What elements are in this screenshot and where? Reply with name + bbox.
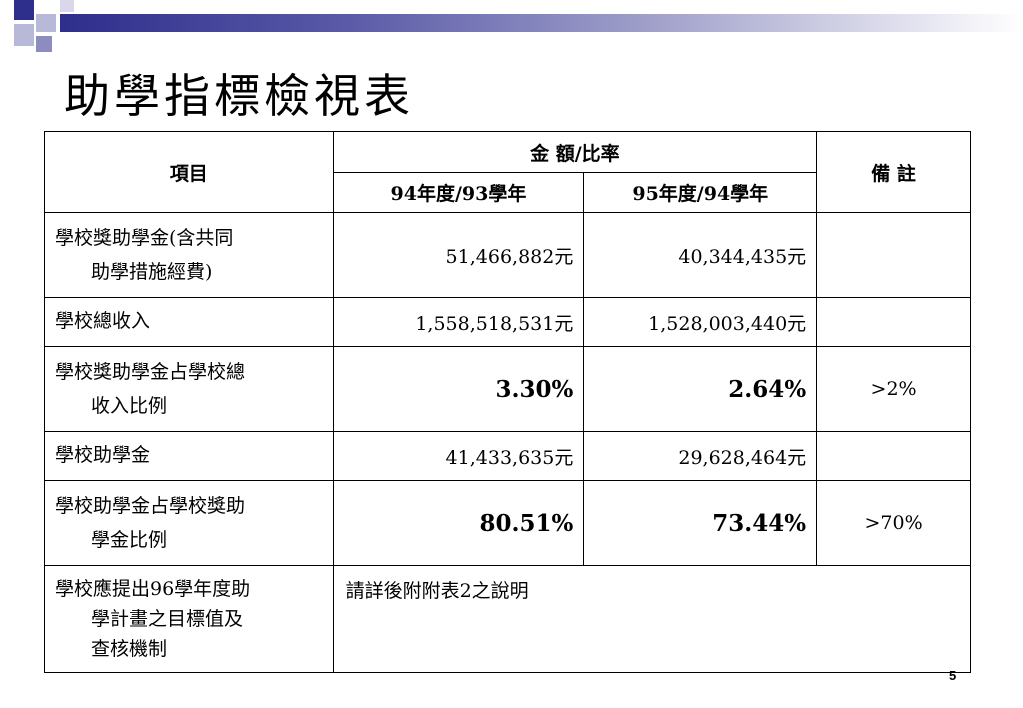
header-subrow: 94年度/93學年 95年度/94學年 — [45, 172, 971, 213]
value-y94: 41,433,635元 — [332, 431, 585, 481]
remark: >2% — [816, 346, 971, 432]
description-cell: 請詳後附附表2之說明 — [332, 565, 972, 673]
item-line: 學校總收入 — [55, 310, 151, 332]
item-line: 學校助學金占學校獎助 — [55, 495, 246, 517]
value-y95: 73.44% — [583, 480, 818, 566]
item-line: 學計畫之目標值及 — [91, 608, 244, 630]
header-gradient-bar — [60, 14, 1023, 32]
header-item: 項目 — [44, 131, 334, 213]
value-y95: 29,628,464元 — [583, 431, 818, 481]
row-item-label: 學校應提出96學年度助 學計畫之目標值及 查核機制 — [44, 565, 334, 673]
table-row: 學校獎助學金占學校總 收入比例 3.30% 2.64% >2% — [44, 346, 971, 432]
value-y94: 51,466,882元 — [332, 212, 585, 298]
value-y95: 1,528,003,440元 — [583, 297, 818, 347]
value-y94: 1,558,518,531元 — [332, 297, 585, 347]
row-item-label: 學校獎助學金(含共同 助學措施經費) — [44, 212, 334, 298]
decor-square — [36, 36, 52, 52]
table-row: 學校助學金 41,433,635元 29,628,464元 — [44, 431, 971, 481]
remark: >70% — [816, 480, 971, 566]
value-y95: 40,344,435元 — [583, 212, 818, 298]
table-row: 學校助學金占學校獎助 學金比例 80.51% 73.44% >70% — [44, 480, 971, 566]
row-item-label: 學校助學金占學校獎助 學金比例 — [44, 480, 334, 566]
indicator-table: 項目 金 額/比率 備 註 94年度/93學年 95年度/94學年 學校獎助學金… — [44, 131, 972, 673]
header-amount-ratio: 金 額/比率 — [332, 131, 818, 173]
table-row: 學校應提出96學年度助 學計畫之目標值及 查核機制 請詳後附附表2之說明 — [44, 565, 972, 673]
header-row: 項目 金 額/比率 備 註 — [44, 131, 971, 213]
item-line: 學金比例 — [91, 529, 168, 551]
row-item-label: 學校總收入 — [44, 297, 334, 347]
value-y95: 2.64% — [583, 346, 818, 432]
item-line: 學校助學金 — [55, 444, 151, 466]
remark — [816, 212, 971, 298]
value-y94: 3.30% — [332, 346, 585, 432]
value-y94: 80.51% — [332, 480, 585, 566]
header-year-95: 95年度/94學年 — [583, 172, 818, 213]
remark — [816, 431, 971, 481]
item-line: 收入比例 — [91, 395, 168, 417]
item-line: 學校應提出96學年度助 — [55, 578, 251, 600]
decor-square — [14, 24, 34, 46]
table-row: 學校總收入 1,558,518,531元 1,528,003,440元 — [44, 297, 971, 347]
header-year-94: 94年度/93學年 — [332, 172, 585, 213]
decor-square — [36, 14, 56, 32]
row-item-label: 學校助學金 — [44, 431, 334, 481]
row-item-label: 學校獎助學金占學校總 收入比例 — [44, 346, 334, 432]
page-title: 助學指標檢視表 — [64, 69, 414, 123]
remark — [816, 297, 971, 347]
page-number: 5 — [949, 668, 957, 683]
item-line: 查核機制 — [91, 638, 168, 660]
header-remarks: 備 註 — [816, 131, 971, 213]
item-line: 學校獎助學金占學校總 — [55, 361, 246, 383]
decor-square — [60, 0, 74, 12]
item-line: 助學措施經費) — [91, 261, 213, 283]
table-row: 學校獎助學金(含共同 助學措施經費) 51,466,882元 40,344,43… — [44, 212, 971, 298]
decor-square — [14, 0, 34, 20]
item-line: 學校獎助學金(含共同 — [55, 227, 234, 249]
